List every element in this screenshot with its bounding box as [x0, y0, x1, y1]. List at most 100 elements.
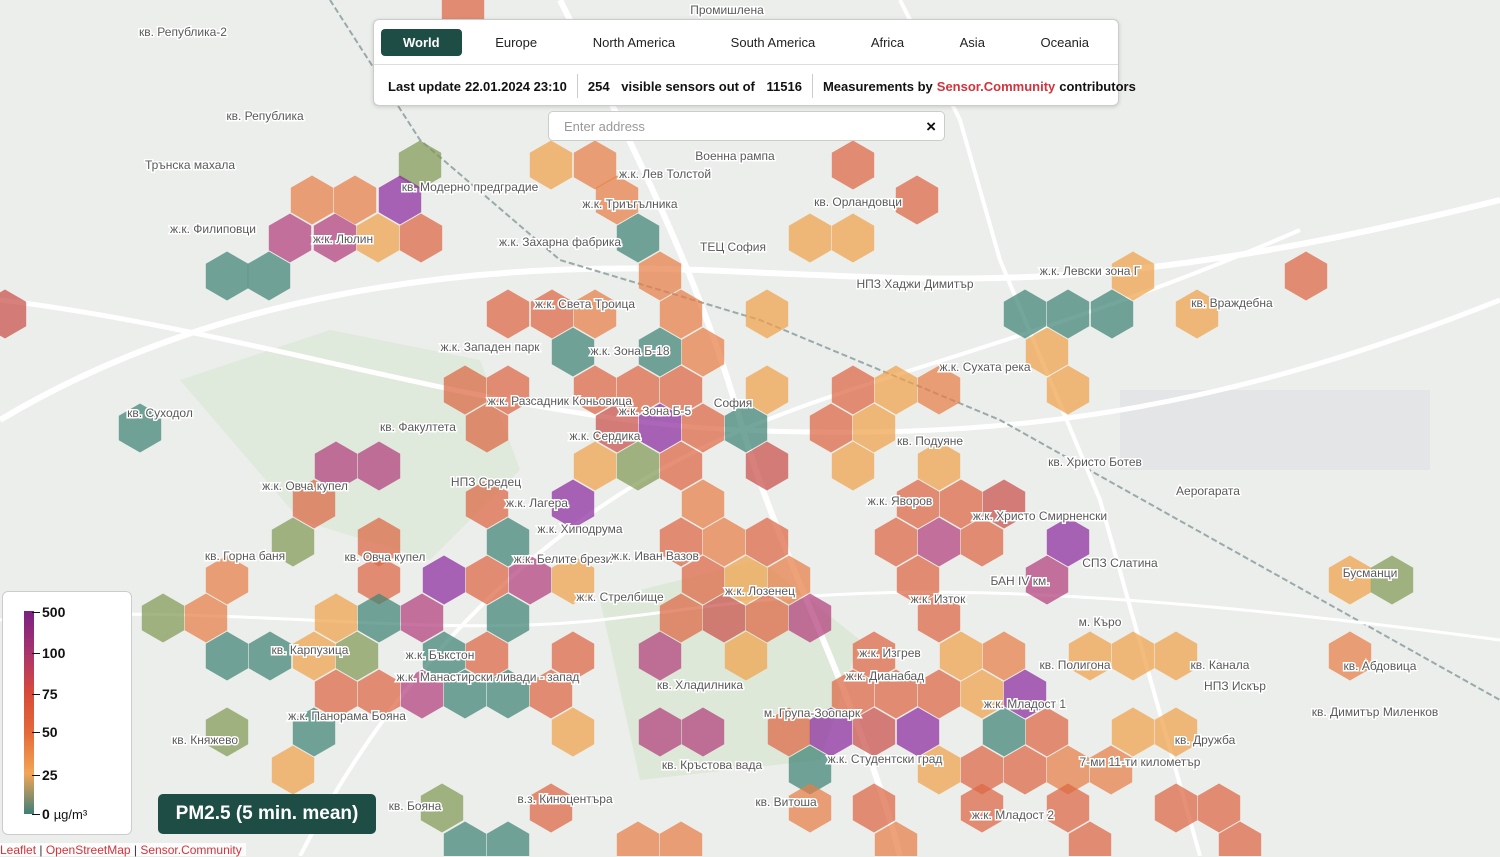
- sensor-hexagon[interactable]: [638, 403, 682, 453]
- sensor-hexagon[interactable]: [465, 631, 509, 681]
- sensor-hexagon[interactable]: [205, 251, 249, 301]
- sensor-hexagon[interactable]: [1046, 365, 1090, 415]
- sensor-hexagon[interactable]: [745, 441, 789, 491]
- sensor-hexagon[interactable]: [335, 631, 379, 681]
- sensor-hexagon[interactable]: [248, 631, 292, 681]
- sensor-hexagon[interactable]: [422, 631, 466, 681]
- sensor-hexagon[interactable]: [788, 213, 832, 263]
- sensor-hexagon[interactable]: [616, 821, 660, 857]
- sensor-hexagon[interactable]: [939, 479, 983, 529]
- sensor-hexagon[interactable]: [1154, 783, 1198, 833]
- region-tab[interactable]: Asia: [959, 34, 985, 50]
- sensor-hexagon[interactable]: [118, 403, 162, 453]
- sensor-hexagon[interactable]: [638, 631, 682, 681]
- sensor-hexagon[interactable]: [852, 631, 896, 681]
- sensor-hexagon[interactable]: [486, 593, 530, 643]
- sensor-hexagon[interactable]: [465, 403, 509, 453]
- sensor-hexagon[interactable]: [681, 479, 725, 529]
- sensor-hexagon[interactable]: [1154, 707, 1198, 757]
- sensor-hexagon[interactable]: [422, 555, 466, 605]
- sensor-hexagon[interactable]: [852, 403, 896, 453]
- sensor-hexagon[interactable]: [745, 517, 789, 567]
- sensor-hexagon[interactable]: [960, 669, 1004, 719]
- sensor-hexagon[interactable]: [378, 175, 422, 225]
- region-tab[interactable]: Africa: [870, 34, 905, 50]
- sensor-hexagon[interactable]: [1003, 745, 1047, 795]
- sensor-hexagon[interactable]: [809, 403, 853, 453]
- sensor-hexagon[interactable]: [551, 707, 595, 757]
- sensor-hexagon[interactable]: [1025, 707, 1069, 757]
- sensor-hexagon[interactable]: [831, 213, 875, 263]
- sensor-hexagon[interactable]: [659, 593, 703, 643]
- sensor-hexagon[interactable]: [595, 175, 639, 225]
- sensor-hexagon[interactable]: [681, 327, 725, 377]
- sensor-hexagon[interactable]: [268, 213, 312, 263]
- sensor-hexagon[interactable]: [0, 289, 27, 339]
- sensor-hexagon[interactable]: [874, 365, 918, 415]
- sensor-hexagon[interactable]: [1068, 631, 1112, 681]
- clear-button[interactable]: ×: [926, 117, 936, 136]
- sensor-hexagon[interactable]: [573, 140, 617, 190]
- region-tab[interactable]: World: [381, 28, 462, 56]
- sensor-hexagon[interactable]: [960, 745, 1004, 795]
- sensor-hexagon[interactable]: [292, 479, 336, 529]
- sensor-hexagon[interactable]: [1284, 251, 1328, 301]
- sensor-hexagon[interactable]: [917, 669, 961, 719]
- sensor-hexagon[interactable]: [443, 669, 487, 719]
- sensor-hexagon[interactable]: [874, 669, 918, 719]
- sensor-hexagon[interactable]: [573, 365, 617, 415]
- sensor-hexagon[interactable]: [1328, 631, 1372, 681]
- sensor-hexagon[interactable]: [852, 783, 896, 833]
- sensor-hexagon[interactable]: [333, 175, 377, 225]
- sensor-hexagon[interactable]: [205, 631, 249, 681]
- sensor-hexagon[interactable]: [659, 821, 703, 857]
- sensor-hexagon[interactable]: [1328, 555, 1372, 605]
- sensor-hexagon[interactable]: [399, 213, 443, 263]
- sensor-hexagon[interactable]: [1046, 745, 1090, 795]
- sensor-hexagon[interactable]: [356, 213, 400, 263]
- sensor-hexagon[interactable]: [1003, 289, 1047, 339]
- sensor-hexagon[interactable]: [486, 669, 530, 719]
- sensor-hexagon[interactable]: [529, 140, 573, 190]
- sensor-hexagon[interactable]: [573, 289, 617, 339]
- sensor-hexagon[interactable]: [141, 593, 185, 643]
- sensor-hexagon[interactable]: [530, 289, 574, 339]
- sensor-hexagon[interactable]: [616, 365, 660, 415]
- sensor-hexagon[interactable]: [205, 707, 249, 757]
- attribution-link[interactable]: Leaflet: [0, 843, 37, 857]
- sensor-hexagon[interactable]: [702, 517, 746, 567]
- sensor-hexagon[interactable]: [982, 707, 1026, 757]
- sensor-hexagon[interactable]: [917, 517, 961, 567]
- sensor-hexagon[interactable]: [271, 745, 315, 795]
- sensor-hexagon[interactable]: [314, 593, 358, 643]
- sensor-hexagon[interactable]: [486, 517, 530, 567]
- sensor-hexagon[interactable]: [1370, 555, 1414, 605]
- sensor-hexagon[interactable]: [247, 251, 291, 301]
- sensor-hexagon[interactable]: [874, 517, 918, 567]
- sensor-hexagon[interactable]: [314, 441, 358, 491]
- address-search[interactable]: Enter address ×: [548, 111, 945, 141]
- sensor-hexagon[interactable]: [745, 365, 789, 415]
- sensor-hexagon[interactable]: [573, 441, 617, 491]
- sensor-hexagon[interactable]: [1046, 783, 1090, 833]
- sensor-hexagon[interactable]: [681, 555, 725, 605]
- sensor-hexagon[interactable]: [292, 707, 336, 757]
- sensor-hexagon[interactable]: [486, 289, 530, 339]
- sensor-hexagon[interactable]: [400, 593, 444, 643]
- pollutant-button[interactable]: PM2.5 (5 min. mean): [158, 794, 376, 834]
- sensor-hexagon[interactable]: [874, 821, 918, 857]
- sensor-hexagon[interactable]: [357, 669, 401, 719]
- sensor-hexagon[interactable]: [443, 821, 487, 857]
- sensor-hexagon[interactable]: [1090, 289, 1134, 339]
- sensor-hexagon[interactable]: [357, 517, 401, 567]
- sensor-hexagon[interactable]: [1175, 289, 1219, 339]
- sensor-hexagon[interactable]: [1154, 631, 1198, 681]
- sensor-hexagon[interactable]: [896, 707, 940, 757]
- sensor-hexagon[interactable]: [400, 669, 444, 719]
- sensor-hexagon[interactable]: [852, 707, 896, 757]
- sensor-hexagon[interactable]: [659, 365, 703, 415]
- sensor-hexagon[interactable]: [357, 441, 401, 491]
- sensor-hexagon[interactable]: [788, 745, 832, 795]
- sensor-hexagon[interactable]: [398, 140, 442, 190]
- sensor-hexagon[interactable]: [205, 555, 249, 605]
